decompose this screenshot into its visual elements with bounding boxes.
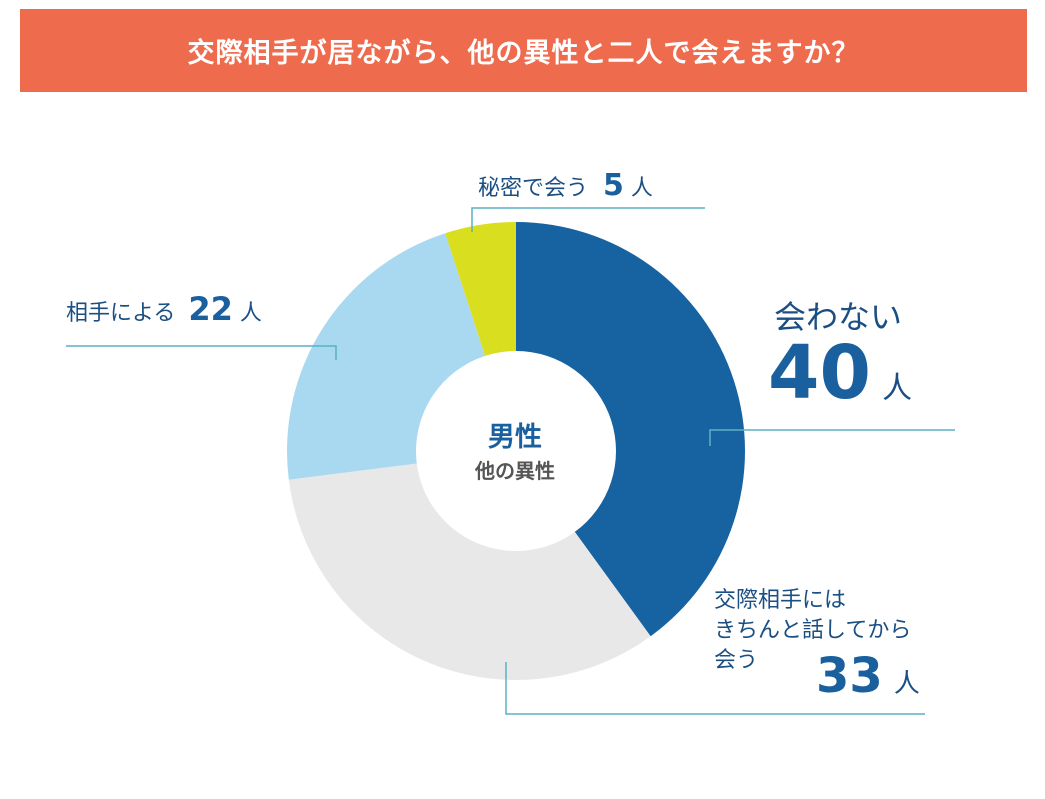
label-tell-line2: きちんと話してから bbox=[714, 618, 912, 643]
label-no-value: 40 bbox=[768, 330, 871, 416]
donut-slice-2 bbox=[286, 233, 486, 480]
leader-line-no bbox=[709, 429, 955, 446]
label-secret-value: 5 bbox=[603, 168, 624, 203]
center-label-sub: 他の異性 bbox=[475, 459, 555, 483]
donut-slices bbox=[286, 222, 745, 680]
label-tell-value: 33 bbox=[816, 648, 883, 704]
label-secret: 秘密で会う 5 人 bbox=[478, 168, 653, 203]
label-no-unit: 人 bbox=[882, 371, 913, 406]
leader-line-tell bbox=[505, 662, 925, 715]
label-depends-unit: 人 bbox=[239, 301, 262, 326]
leader-lines bbox=[66, 207, 955, 715]
center-label-main: 男性 bbox=[488, 422, 542, 453]
label-secret-text: 秘密で会う bbox=[478, 176, 589, 201]
label-secret-unit: 人 bbox=[630, 176, 653, 201]
label-no-text: 会わない bbox=[774, 298, 903, 336]
donut-slice-0 bbox=[516, 222, 745, 637]
label-depends-value: 22 bbox=[188, 290, 233, 328]
leader-line-secret bbox=[471, 207, 705, 232]
donut-slice-1 bbox=[288, 463, 651, 680]
label-tell-value-row: 33 人 bbox=[816, 648, 920, 704]
label-depends-text: 相手による bbox=[66, 301, 176, 326]
label-tell-unit: 人 bbox=[893, 669, 920, 699]
label-tell-line3: 会う bbox=[714, 648, 759, 673]
leader-line-depends bbox=[66, 345, 337, 360]
label-no-value-row: 40 人 bbox=[768, 330, 912, 416]
label-depends: 相手による 22 人 bbox=[66, 290, 262, 328]
label-tell-line1: 交際相手には bbox=[714, 588, 847, 613]
chart-title-banner: 交際相手が居ながら、他の異性と二人で会えますか？ bbox=[20, 9, 1027, 92]
donut-slice-3 bbox=[445, 222, 516, 356]
